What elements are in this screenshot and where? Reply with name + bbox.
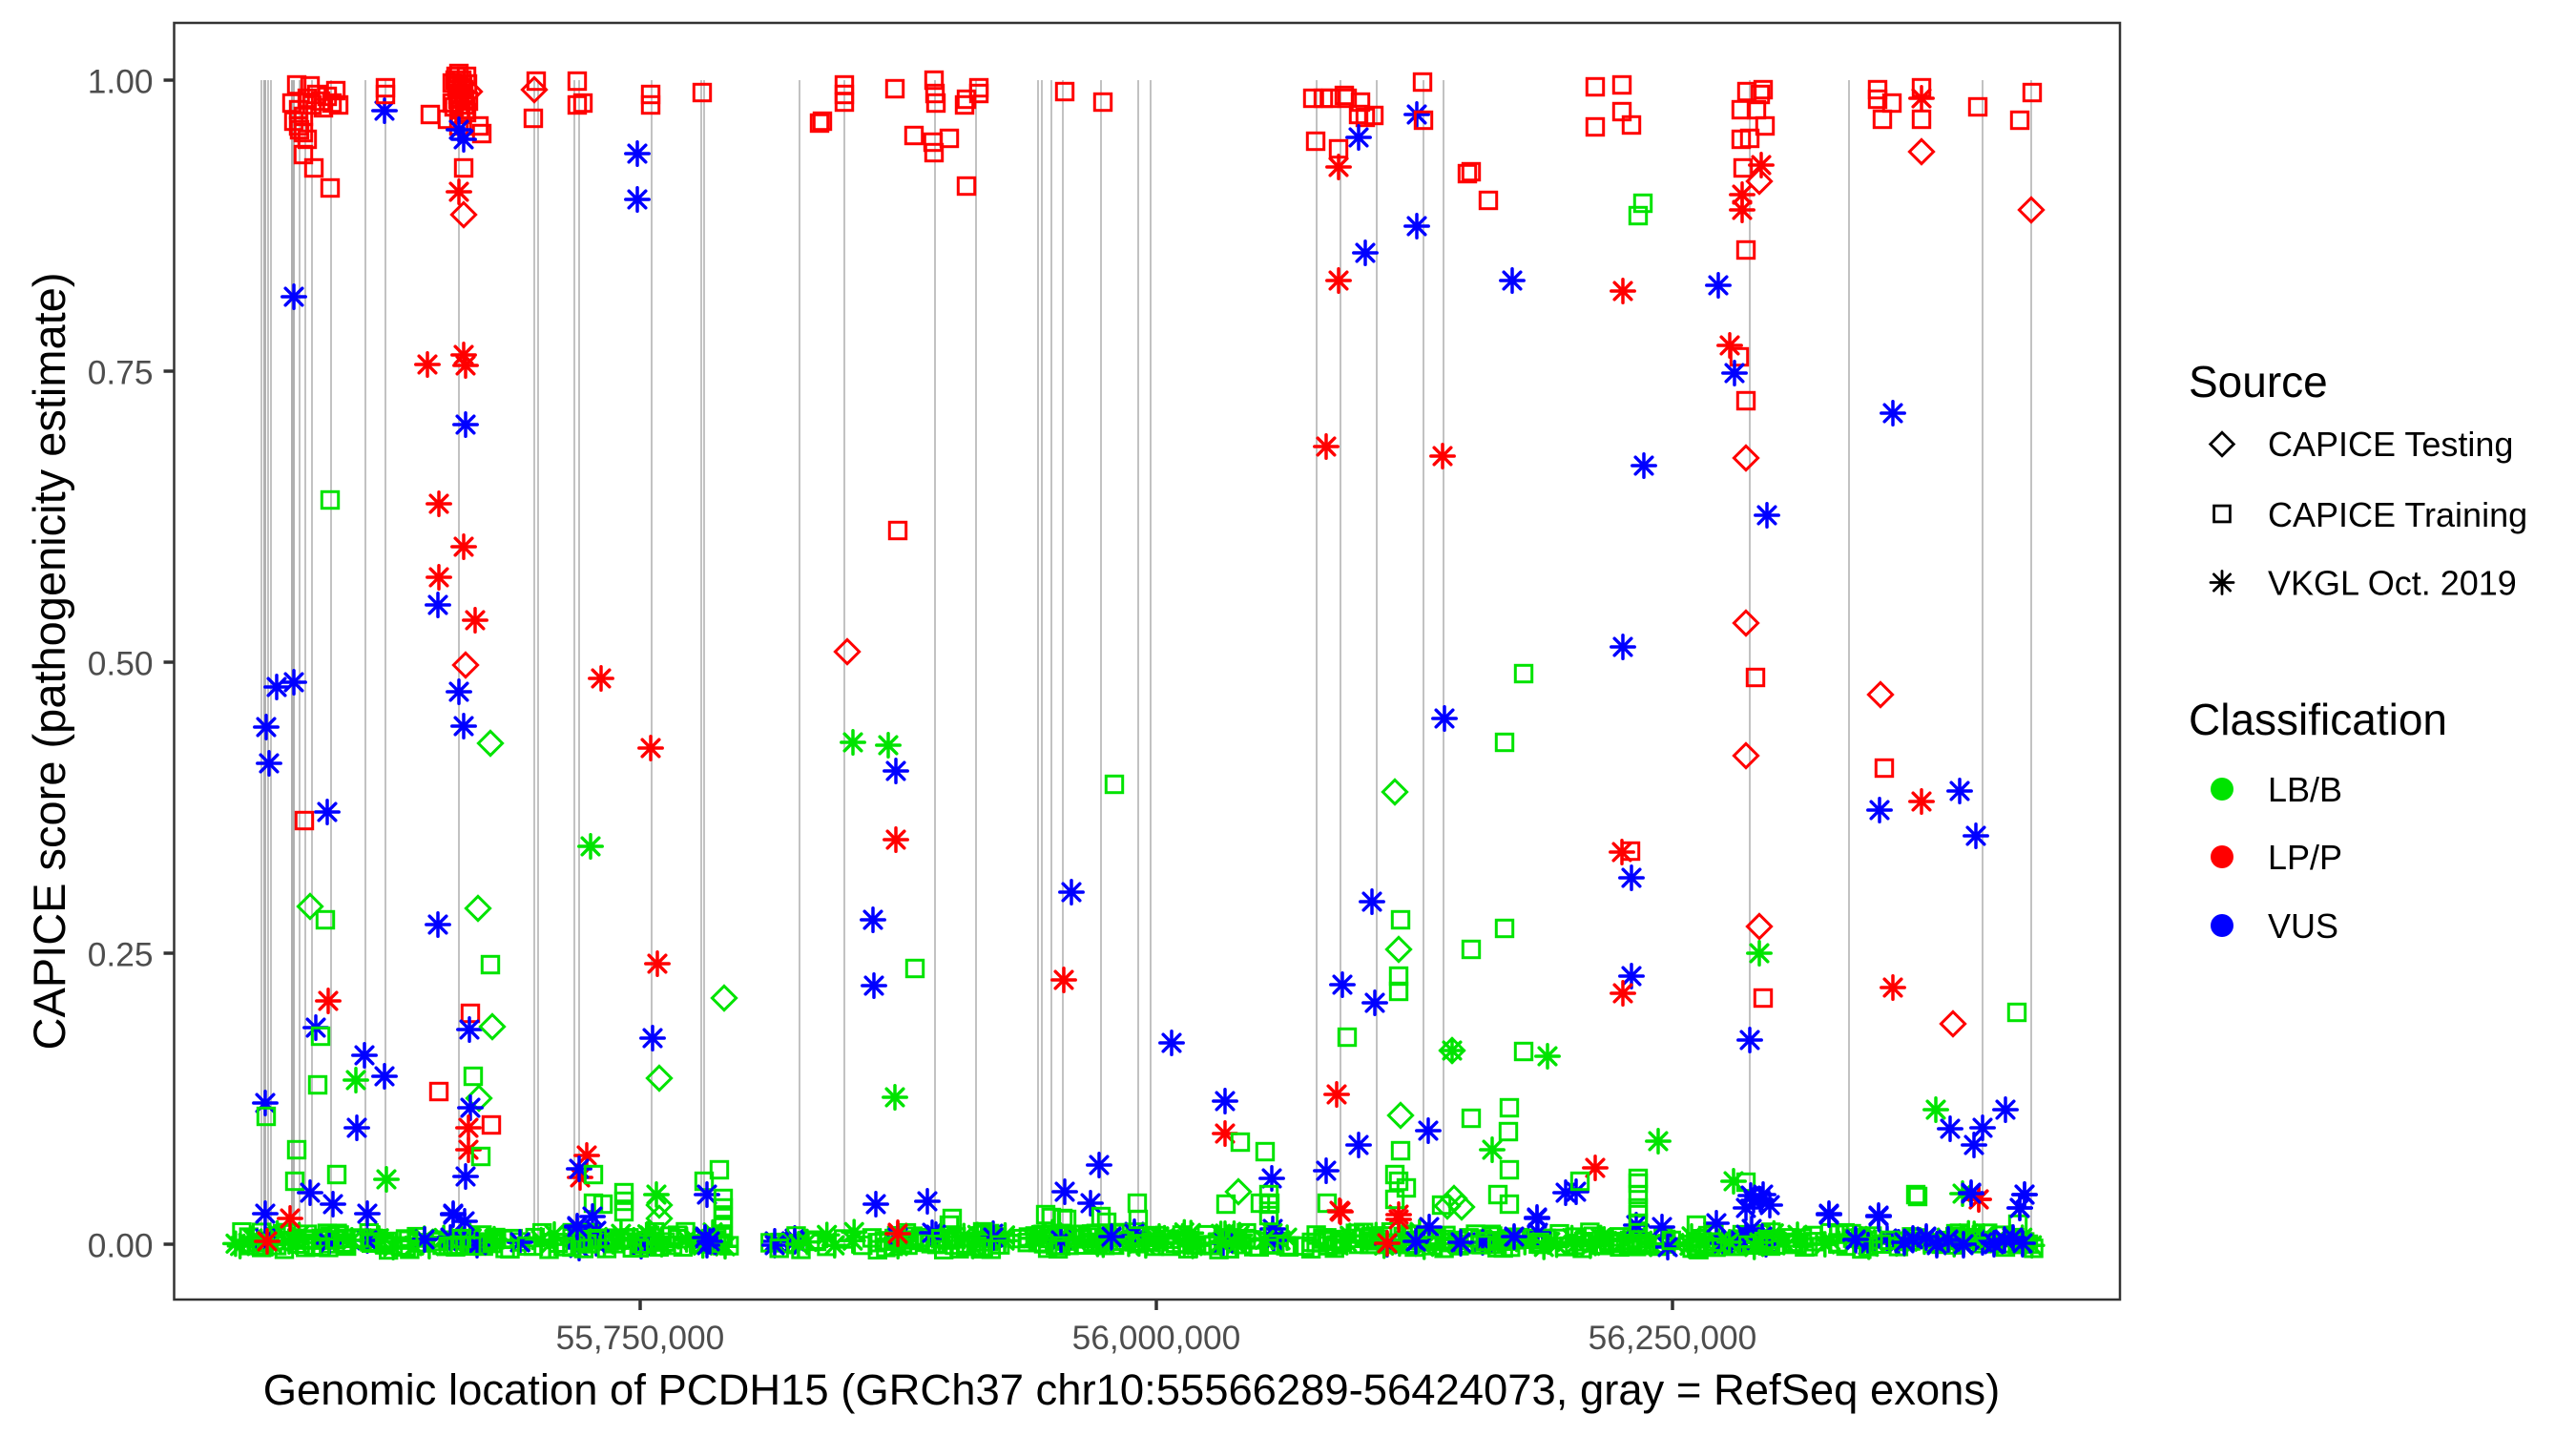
svg-text:LB/B: LB/B [2268,770,2342,809]
svg-text:VKGL Oct. 2019: VKGL Oct. 2019 [2268,564,2517,603]
svg-text:0.00: 0.00 [88,1228,154,1265]
svg-text:0.25: 0.25 [88,937,154,974]
svg-text:56,000,000: 56,000,000 [1072,1320,1241,1357]
svg-text:VUS: VUS [2268,906,2338,946]
svg-text:0.75: 0.75 [88,355,154,392]
svg-text:1.00: 1.00 [88,64,154,101]
svg-text:CAPICE score (pathogenicity es: CAPICE score (pathogenicity estimate) [24,273,74,1051]
svg-text:56,250,000: 56,250,000 [1589,1320,1757,1357]
svg-text:Source: Source [2189,357,2328,406]
svg-text:Genomic location of PCDH15 (GR: Genomic location of PCDH15 (GRCh37 chr10… [263,1365,2000,1414]
svg-text:55,750,000: 55,750,000 [556,1320,725,1357]
svg-text:Classification: Classification [2189,695,2447,744]
svg-text:CAPICE Testing: CAPICE Testing [2268,425,2513,464]
svg-text:0.50: 0.50 [88,646,154,683]
svg-text:LP/P: LP/P [2268,838,2342,877]
svg-text:CAPICE Training: CAPICE Training [2268,495,2527,534]
